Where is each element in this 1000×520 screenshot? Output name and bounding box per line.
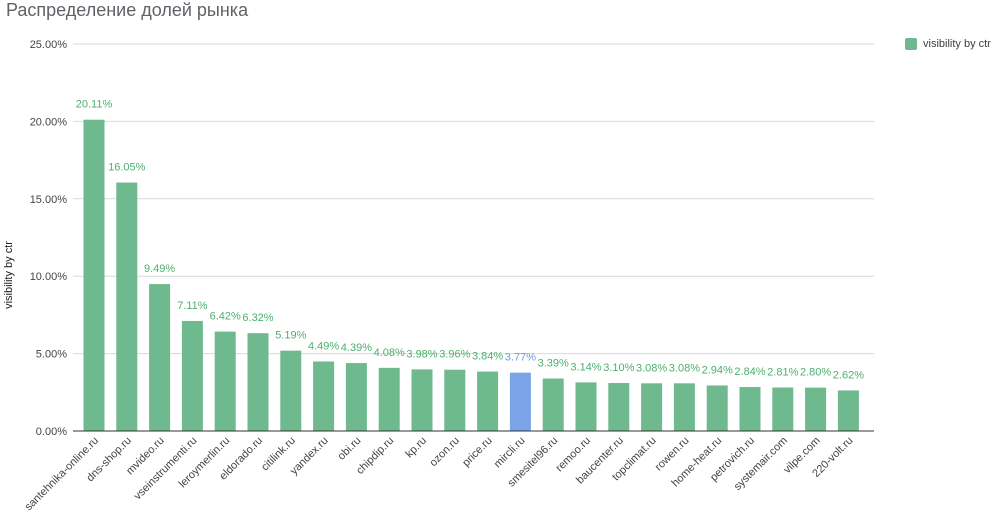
- bar: [83, 119, 105, 431]
- data-label: 2.81%: [767, 367, 798, 379]
- chart-title: Распределение долей рынка: [6, 0, 249, 20]
- data-label: 9.49%: [144, 263, 175, 275]
- data-label: 20.11%: [76, 99, 113, 111]
- data-label: 3.96%: [439, 349, 470, 361]
- x-axis-ticks: santehnika-online.rudns-shop.rumvideo.ru…: [23, 435, 856, 514]
- data-label: 4.49%: [308, 340, 339, 352]
- data-label: 4.08%: [374, 347, 405, 359]
- legend-swatch: [905, 38, 917, 50]
- bar: [608, 383, 630, 431]
- data-label: 2.80%: [800, 367, 831, 379]
- y-tick-label: 15.00%: [30, 194, 68, 206]
- data-label: 3.98%: [406, 348, 437, 360]
- legend-label: visibility by ctr: [923, 38, 991, 50]
- bar: [378, 367, 400, 431]
- bar: [706, 385, 728, 431]
- bar: [673, 383, 695, 431]
- data-label: 3.10%: [603, 362, 634, 374]
- data-label: 3.77%: [505, 352, 536, 364]
- data-label: 6.42%: [210, 311, 241, 323]
- bar: [181, 320, 203, 431]
- data-label: 3.08%: [669, 362, 700, 374]
- bar: [739, 387, 761, 431]
- gridlines: [73, 43, 874, 355]
- data-label: 16.05%: [108, 162, 146, 174]
- y-axis-label: visibility by ctr: [3, 241, 15, 309]
- bar: [542, 378, 564, 431]
- data-label: 2.62%: [833, 369, 864, 381]
- bar: [444, 369, 466, 431]
- y-tick-label: 5.00%: [36, 349, 67, 361]
- data-label: 3.08%: [636, 362, 667, 374]
- y-tick-label: 20.00%: [30, 116, 68, 128]
- data-label: 3.14%: [570, 361, 601, 373]
- bar: [149, 284, 171, 431]
- data-label: 2.84%: [734, 366, 765, 378]
- y-tick-label: 10.00%: [30, 271, 68, 283]
- data-label: 2.94%: [702, 364, 733, 376]
- bar: [837, 390, 859, 431]
- bars: [83, 119, 859, 431]
- x-tick-label: price.ru: [460, 435, 494, 469]
- bar: [247, 333, 269, 431]
- y-tick-label: 0.00%: [36, 426, 67, 438]
- x-tick-label: ozon.ru: [427, 435, 461, 469]
- bar: [509, 372, 531, 431]
- data-label: 3.39%: [538, 358, 569, 370]
- bar: [641, 383, 663, 431]
- legend: visibility by ctr: [905, 38, 991, 50]
- data-label: 5.19%: [275, 330, 306, 342]
- y-tick-label: 25.00%: [30, 39, 68, 51]
- bar: [345, 363, 367, 431]
- bar: [411, 369, 433, 431]
- bar: [772, 387, 794, 431]
- data-label: 6.32%: [242, 312, 273, 324]
- data-labels: 20.11% 16.05% 9.49% 7.11%6.42% 6.32%5.19%4.4…: [76, 99, 864, 382]
- data-label: 3.84%: [472, 351, 503, 363]
- bar: [575, 382, 597, 431]
- bar: [214, 331, 236, 431]
- bar: [116, 182, 138, 431]
- y-axis-ticks: 0.00% 5.00% 10.00% 15.00% 20.00% 25.00%: [30, 39, 68, 438]
- data-label: 7.11%: [177, 300, 208, 312]
- x-tick-label: obi.ru: [336, 435, 364, 463]
- bar: [805, 387, 827, 431]
- data-label: 4.39%: [341, 342, 372, 354]
- bar: [313, 361, 335, 431]
- x-tick-label: kp.ru: [403, 435, 429, 461]
- bar: [477, 371, 499, 431]
- bar: [280, 350, 302, 431]
